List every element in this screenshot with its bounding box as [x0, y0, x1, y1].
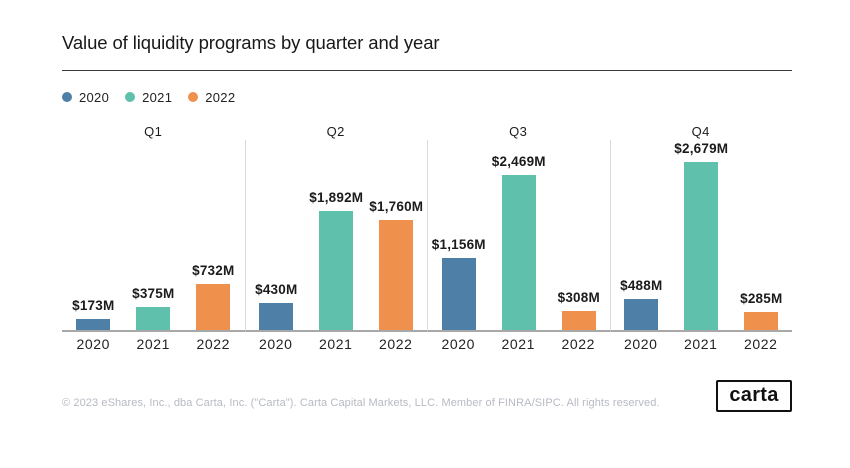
x-tick-label-text: 2020: [76, 336, 111, 352]
bar-value-label: $2,679M: [674, 141, 729, 156]
bar-column: $285M: [740, 291, 782, 330]
carta-logo: carta: [716, 380, 792, 412]
bar-value-label: $488M: [620, 278, 663, 294]
x-tick-label-text: 2021: [136, 336, 171, 352]
footer: © 2023 eShares, Inc., dba Carta, Inc. ("…: [62, 380, 792, 412]
quarter-label: Q3: [509, 124, 528, 139]
legend-dot-icon: [62, 92, 72, 102]
x-tick-label: 2020: [76, 336, 110, 352]
bar-column: $375M: [132, 286, 174, 330]
bar-value-label: $430M: [255, 282, 298, 297]
legend-item-2020: 2020: [62, 90, 109, 105]
page-title: Value of liquidity programs by quarter a…: [62, 32, 440, 53]
x-axis-labels: 2020 2021 2022: [427, 336, 610, 352]
bar-column: $430M: [255, 282, 297, 330]
x-tick-label-text: 2022: [743, 336, 778, 352]
bar-column: $1,156M: [432, 237, 486, 330]
bar-column: $488M: [620, 278, 662, 330]
bar-column: $173M: [72, 298, 114, 330]
quarter-plot: $173M $375M $732M: [62, 140, 245, 332]
bar-2022-q4: [744, 312, 779, 330]
x-tick-label-text: 2021: [683, 336, 718, 352]
bar-2021-q1: [136, 306, 171, 330]
bar-column: $2,679M: [674, 141, 728, 330]
bar-2022-q1: [196, 284, 231, 330]
bar-2020-q4: [624, 299, 659, 330]
legend-item-2021: 2021: [125, 90, 172, 105]
x-tick-label: 2021: [501, 336, 535, 352]
bar-value-label: $308M: [557, 289, 600, 305]
x-tick-label: 2021: [319, 336, 353, 352]
legend: 2020 2021 2022: [62, 89, 792, 105]
bar-value-label: $375M: [132, 285, 175, 301]
x-axis-labels: 2020 2021 2022: [610, 336, 793, 352]
bar-value-label: $732M: [192, 263, 235, 279]
copyright-text: © 2023 eShares, Inc., dba Carta, Inc. ("…: [62, 397, 660, 409]
bar-2020-q2: [259, 303, 294, 330]
carta-logo-text: carta: [729, 384, 779, 406]
bar-value-label: $1,760M: [369, 198, 424, 214]
bar-2021-q4: [684, 162, 719, 330]
bar-column: $308M: [558, 290, 600, 330]
legend-label: 2022: [205, 89, 236, 105]
legend-dot-icon: [188, 92, 199, 102]
x-tick-label-text: 2022: [196, 336, 231, 352]
bar-2020-q3: [441, 257, 476, 330]
quarter-plot: $1,156M $2,469M $308M: [427, 140, 610, 332]
x-tick-label-text: 2020: [441, 336, 476, 352]
x-tick-label: 2022: [379, 336, 413, 352]
quarter-label: Q1: [144, 124, 163, 139]
x-tick-label-text: 2020: [623, 336, 658, 352]
quarter-group-q1: Q1 $173M $375M $732M 2020 2021 2022: [62, 123, 245, 352]
legend-dot-icon: [125, 92, 136, 102]
bar-value-label: $285M: [740, 291, 783, 307]
bar-column: $1,892M: [309, 190, 363, 330]
title-divider: [62, 70, 792, 71]
bar-2022-q2: [379, 219, 414, 330]
x-tick-label-text: 2021: [318, 336, 353, 352]
x-tick-label: 2021: [684, 336, 718, 352]
bar-column: $2,469M: [492, 154, 546, 330]
bar-2022-q3: [561, 310, 596, 330]
x-tick-label: 2022: [744, 336, 778, 352]
bar-2020-q1: [76, 319, 111, 330]
x-tick-label: 2021: [136, 336, 170, 352]
x-tick-label: 2020: [624, 336, 658, 352]
x-tick-label: 2022: [196, 336, 230, 352]
x-tick-label: 2022: [561, 336, 595, 352]
x-tick-label-text: 2021: [501, 336, 536, 352]
bar-value-label: $2,469M: [491, 154, 546, 170]
x-tick-label: 2020: [441, 336, 475, 352]
bar-value-label: $173M: [72, 298, 115, 314]
quarter-group-q4: Q4 $488M $2,679M $285M 2020 2021 2022: [609, 123, 793, 352]
x-tick-label-text: 2020: [258, 336, 293, 352]
legend-label: 2021: [142, 89, 173, 105]
quarter-plot: $430M $1,892M $1,760M: [244, 140, 427, 332]
quarter-label: Q2: [326, 124, 345, 139]
bar-2021-q3: [501, 175, 536, 330]
x-axis-labels: 2020 2021 2022: [245, 336, 428, 352]
x-tick-label-text: 2022: [561, 336, 596, 352]
chart-card: Value of liquidity programs by quarter a…: [0, 30, 850, 468]
bar-column: $1,760M: [369, 199, 423, 330]
bar-column: $732M: [192, 263, 234, 330]
quarter-group-q2: Q2 $430M $1,892M $1,760M 2020 2021 2022: [244, 123, 428, 352]
legend-label: 2020: [79, 89, 110, 105]
bar-value-label: $1,892M: [309, 190, 364, 206]
bar-value-label: $1,156M: [431, 236, 486, 252]
quarter-plot: $488M $2,679M $285M: [609, 140, 792, 332]
x-tick-label: 2020: [259, 336, 293, 352]
quarter-group-q3: Q3 $1,156M $2,469M $308M 2020 2021 2022: [427, 123, 610, 352]
bar-2021-q2: [319, 211, 354, 330]
legend-item-2022: 2022: [188, 90, 235, 105]
x-axis-labels: 2020 2021 2022: [62, 336, 245, 352]
chart: Q1 $173M $375M $732M 2020 2021 2022 Q2 $430M $1,8…: [62, 123, 792, 352]
x-tick-label-text: 2022: [378, 336, 413, 352]
quarter-label: Q4: [691, 124, 710, 139]
